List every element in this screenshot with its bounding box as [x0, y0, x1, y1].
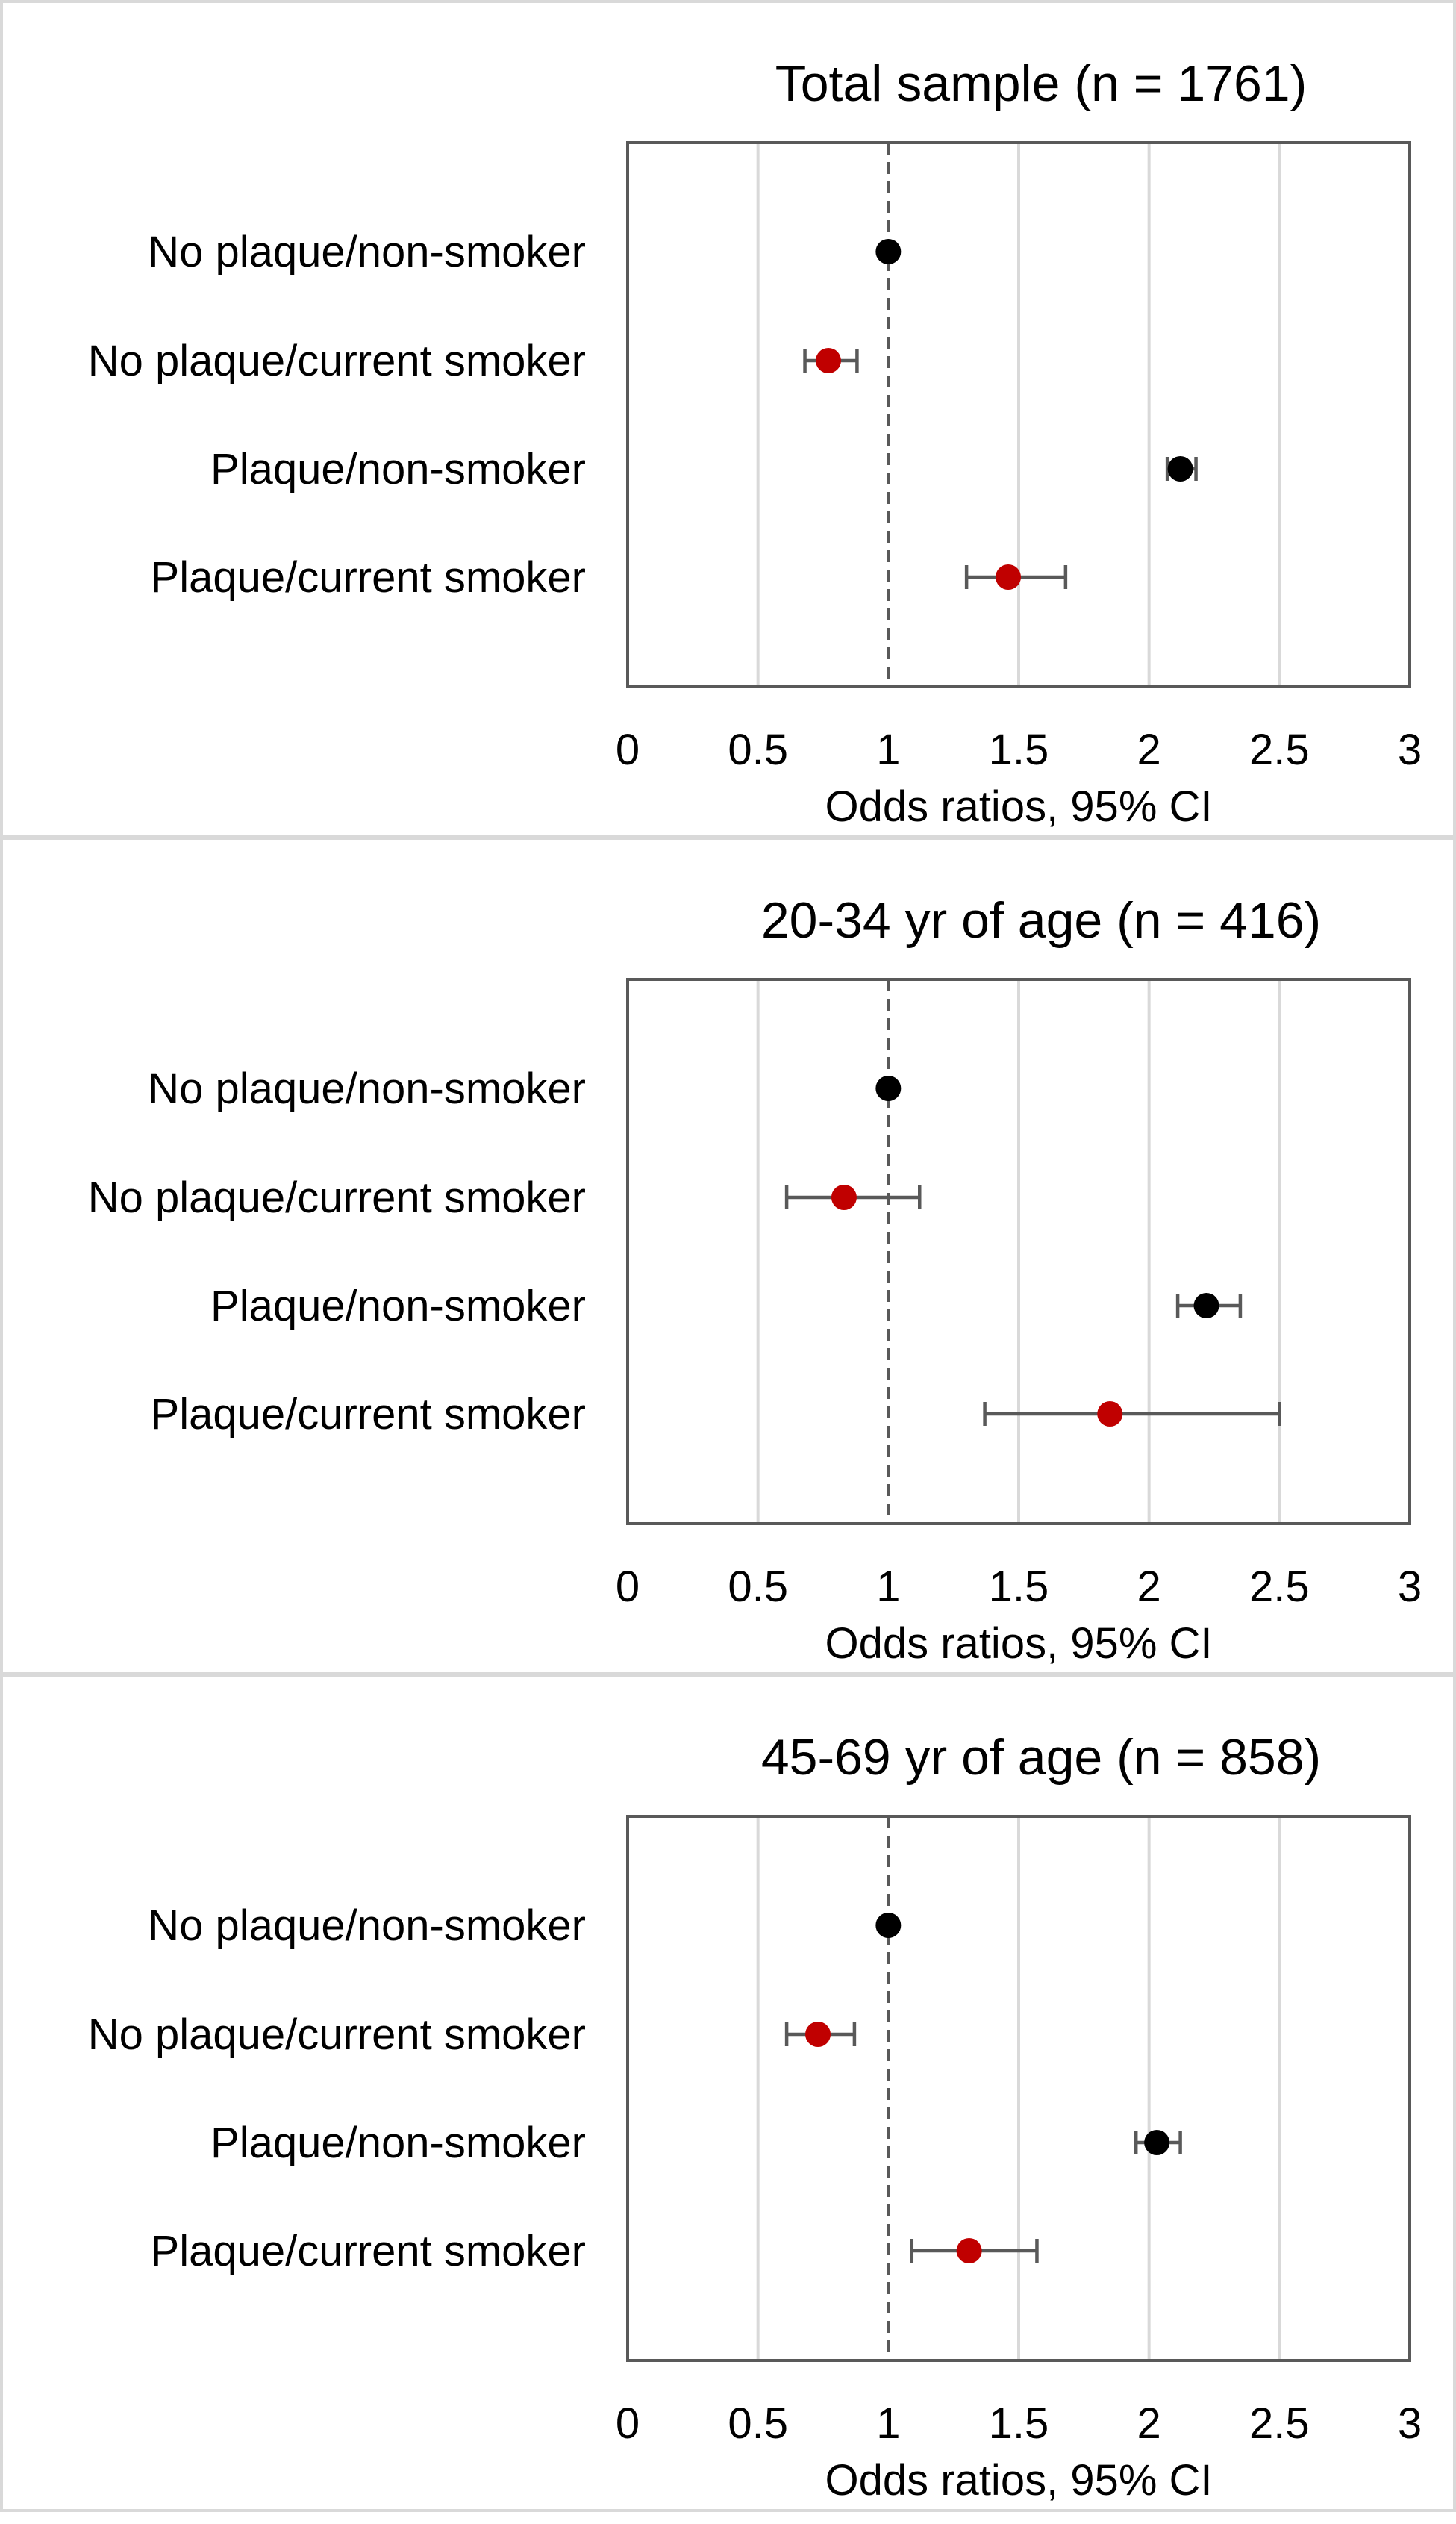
- panel-3-x-axis-label: Odds ratios, 95% CI: [825, 2456, 1213, 2505]
- panel-2-x-tick-label: 2.5: [1249, 1562, 1310, 1611]
- panel-2-x-tick-label: 1: [876, 1562, 900, 1611]
- panel-1-x-axis-label: Odds ratios, 95% CI: [825, 782, 1213, 831]
- panel-3-x-tick-label: 2: [1137, 2399, 1161, 2448]
- panel-1-x-tick-label: 0.5: [728, 726, 788, 774]
- panel-1-x-tick-label: 2.5: [1249, 726, 1310, 774]
- panel-1-plot-frame: [626, 141, 1411, 688]
- panel-1-background: [0, 0, 1456, 838]
- panel-2-x-tick-label: 2: [1137, 1562, 1161, 1611]
- panel-2-x-tick-label: 3: [1398, 1562, 1422, 1611]
- panel-3-plot-frame: [626, 1815, 1411, 2362]
- panel-3-x-tick-label: 1: [876, 2399, 900, 2448]
- panel-3-odds-ratio-point: [956, 2238, 982, 2263]
- panel-3-odds-ratio-point: [875, 1913, 902, 1938]
- panel-2-x-tick-label: 0.5: [728, 1562, 788, 1611]
- panel-3-odds-ratio-point: [805, 2022, 831, 2047]
- panel-2-row-label: Plaque/current smoker: [151, 1390, 586, 1439]
- panel-1-row-label: No plaque/non-smoker: [148, 228, 586, 276]
- panel-1-odds-ratio-point: [996, 564, 1022, 590]
- panel-1-title: Total sample (n = 1761): [775, 55, 1307, 112]
- panel-1-odds-ratio-point: [1167, 456, 1193, 482]
- panel-2-row-label: No plaque/non-smoker: [148, 1065, 586, 1113]
- panel-1-x-tick-label: 1.5: [989, 726, 1049, 774]
- panel-3-row-label: Plaque/current smoker: [151, 2227, 586, 2275]
- panel-1-x-tick-label: 1: [876, 726, 900, 774]
- panel-3-odds-ratio-point: [1144, 2130, 1170, 2155]
- panel-1-odds-ratio-point: [875, 239, 902, 264]
- panel-3-row-label: No plaque/current smoker: [88, 2010, 586, 2059]
- panel-1-row-label: No plaque/current smoker: [88, 337, 586, 385]
- panel-1-x-tick-label: 3: [1398, 726, 1422, 774]
- panel-1-odds-ratio-point: [815, 348, 841, 373]
- panel-3-x-tick-label: 0: [616, 2399, 640, 2448]
- panel-3-row-label: No plaque/non-smoker: [148, 1901, 586, 1950]
- panel-1-row-label: Plaque/non-smoker: [210, 445, 586, 493]
- panel-2-odds-ratio-point: [1193, 1293, 1219, 1318]
- panel-3-x-tick-label: 0.5: [728, 2399, 788, 2448]
- panel-2-odds-ratio-point: [831, 1185, 857, 1210]
- panel-3-x-tick-label: 1.5: [989, 2399, 1049, 2448]
- panel-3-row-label: Plaque/non-smoker: [210, 2119, 586, 2167]
- panel-2-row-label: No plaque/current smoker: [88, 1174, 586, 1222]
- panel-3-x-tick-label: 2.5: [1249, 2399, 1310, 2448]
- panel-2-odds-ratio-point: [875, 1076, 902, 1101]
- panel-1-x-tick-label: 0: [616, 726, 640, 774]
- panel-1-x-tick-label: 2: [1137, 726, 1161, 774]
- panel-2-title: 20-34 yr of age (n = 416): [761, 892, 1321, 949]
- panel-2-background: [0, 837, 1456, 1675]
- panel-2-plot-frame: [626, 978, 1411, 1525]
- panel-2-x-tick-label: 1.5: [989, 1562, 1049, 1611]
- panel-2-row-label: Plaque/non-smoker: [210, 1282, 586, 1330]
- panel-2-x-tick-label: 0: [616, 1562, 640, 1611]
- panel-3-background: [0, 1674, 1456, 2512]
- panel-1-row-label: Plaque/current smoker: [151, 553, 586, 602]
- panel-2-odds-ratio-point: [1097, 1401, 1123, 1427]
- panel-3-x-tick-label: 3: [1398, 2399, 1422, 2448]
- panel-3-title: 45-69 yr of age (n = 858): [761, 1729, 1321, 1786]
- panel-2-x-axis-label: Odds ratios, 95% CI: [825, 1619, 1213, 1668]
